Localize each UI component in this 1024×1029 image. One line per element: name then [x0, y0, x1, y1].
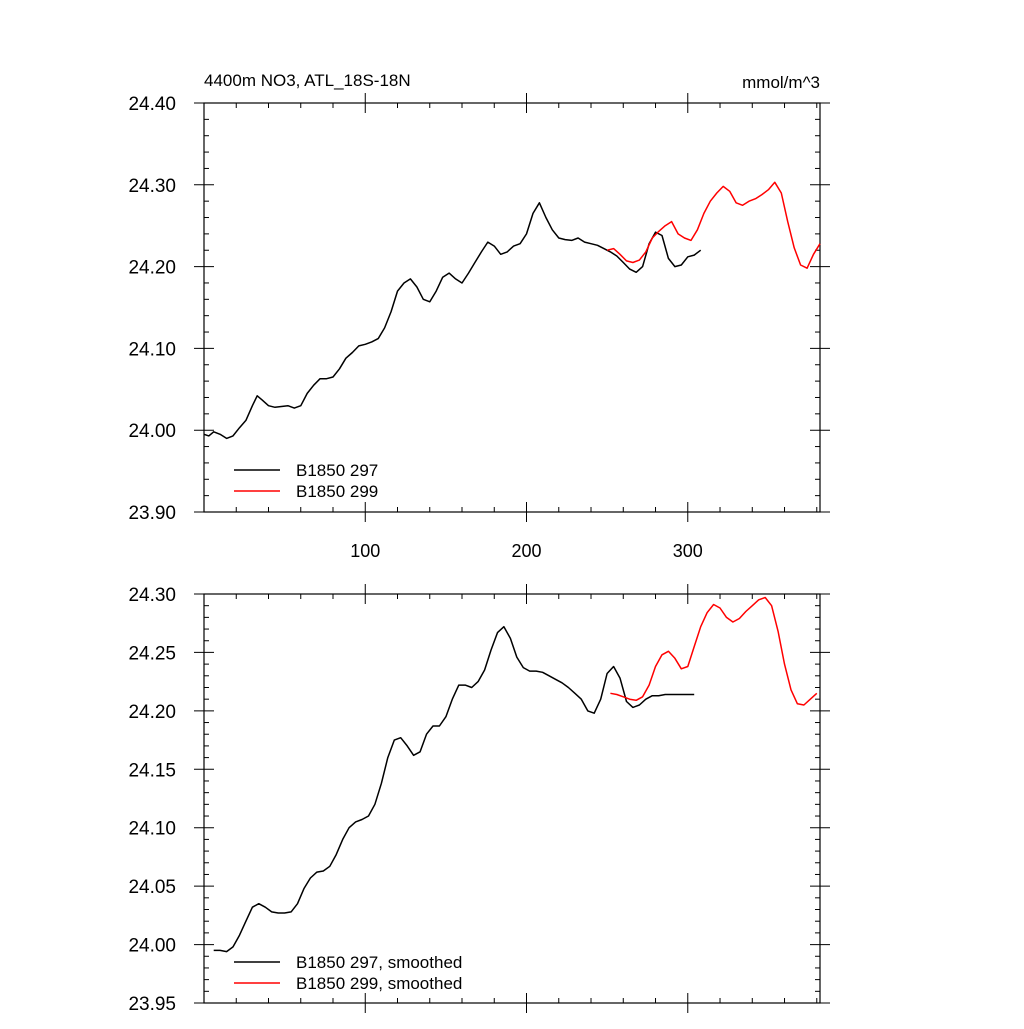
series-line-297 — [213, 625, 695, 953]
top-panel: 4400m NO3, ATL_18S-18N mmol/m^3 100 200 30… — [128, 71, 830, 561]
series-line-299 — [610, 596, 818, 706]
y-tick-label: 24.25 — [128, 643, 176, 664]
top-legend-label-297: B1850 297 — [296, 461, 378, 480]
y-tick-label: 24.00 — [128, 936, 176, 957]
y-tick-label: 24.05 — [128, 877, 176, 898]
y-tick-label: 23.95 — [128, 994, 176, 1015]
y-tick-label: 24.00 — [128, 421, 176, 442]
y-tick-label: 24.30 — [128, 585, 176, 606]
y-tick-label: 23.90 — [128, 503, 176, 524]
x-tick-label: 300 — [673, 541, 703, 561]
bottom-legend: B1850 297, smoothed B1850 299, smoothed — [234, 953, 462, 993]
y-tick-label: 24.15 — [128, 760, 176, 781]
series-line-297 — [203, 202, 702, 440]
y-tick-label: 24.20 — [128, 258, 176, 279]
plot-frame — [203, 102, 821, 513]
bottom-panel: 23.95 24.00 24.05 24.10 24.15 24.20 24.25 24.30… — [128, 584, 830, 1015]
bottom-legend-label-299: B1850 299, smoothed — [296, 974, 462, 993]
y-tick-label: 24.30 — [128, 176, 176, 197]
x-tick-label: 100 — [350, 541, 380, 561]
y-tick-label: 24.10 — [128, 339, 176, 360]
top-legend: B1850 297 B1850 299 — [234, 461, 378, 501]
series-line-299 — [606, 181, 821, 269]
y-tick-label: 24.10 — [128, 819, 176, 840]
y-tick-label: 24.20 — [128, 702, 176, 723]
x-tick-label: 200 — [511, 541, 541, 561]
bottom-legend-label-297: B1850 297, smoothed — [296, 953, 462, 972]
top-plot-area: 100 200 300 23.90 24.00 24.10 24.20 24.30 24.40 — [128, 93, 830, 561]
top-units: mmol/m^3 — [742, 73, 820, 92]
y-tick-label: 24.40 — [128, 94, 176, 115]
bottom-plot-area: 23.95 24.00 24.05 24.10 24.15 24.20 24.25 24.30 — [128, 584, 830, 1015]
plot-frame — [203, 593, 821, 1004]
top-title: 4400m NO3, ATL_18S-18N — [204, 71, 411, 90]
top-legend-label-299: B1850 299 — [296, 482, 378, 501]
